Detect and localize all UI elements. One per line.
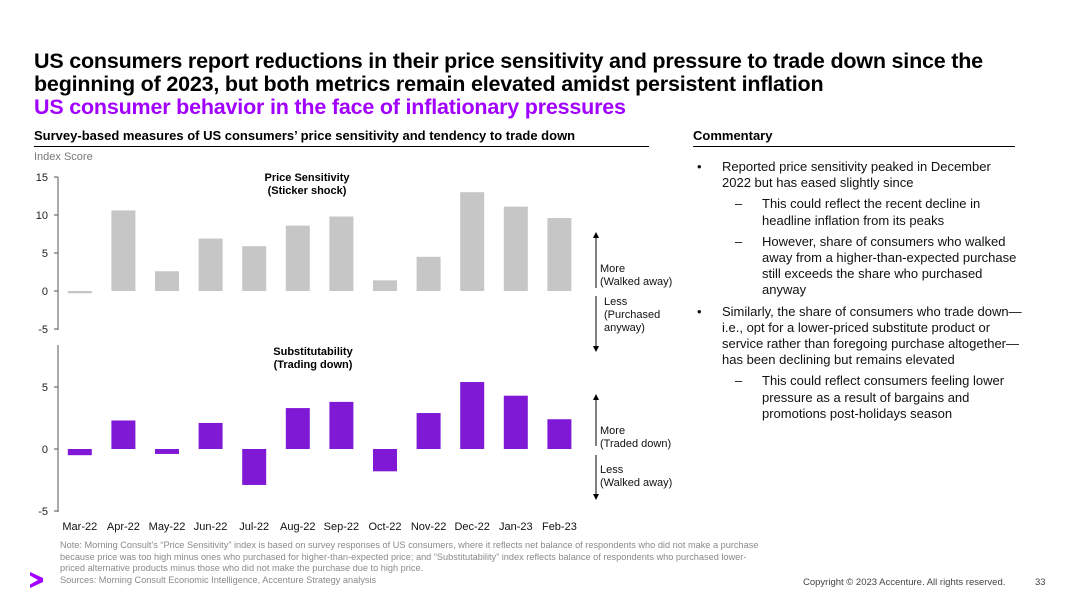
y-tick-label: -5 bbox=[38, 506, 48, 518]
y-tick-label: 0 bbox=[42, 444, 48, 456]
chart-title: Substitutability (Trading down) bbox=[273, 346, 353, 371]
dash-marker: – bbox=[735, 196, 743, 212]
y-tick-label: 10 bbox=[36, 210, 48, 222]
arrow-down-icon bbox=[593, 494, 599, 500]
bar-price-sensitivity bbox=[503, 206, 528, 291]
bar-charts: 15 10 5 0 -5 Price Sensitivity (Sticker shock)… bbox=[36, 172, 673, 533]
x-tick-label: Aug-22 bbox=[280, 521, 315, 533]
commentary-item: – This could reflect the recent decline i… bbox=[693, 196, 1023, 228]
bar-substitutability bbox=[242, 449, 267, 485]
commentary-text: This could reflect the recent decline in… bbox=[762, 196, 981, 228]
bullet-marker: • bbox=[697, 159, 702, 174]
footnote: Note: Morning Consult’s “Price Sensitivi… bbox=[60, 540, 770, 586]
bar-price-sensitivity bbox=[155, 271, 179, 291]
commentary-item: – This could reflect consumers feeling lo… bbox=[693, 373, 1023, 422]
commentary-text: This could reflect consumers feeling low… bbox=[762, 373, 1005, 421]
arrow-down-icon bbox=[593, 346, 599, 352]
dash-marker: – bbox=[735, 233, 743, 249]
bar-price-sensitivity bbox=[329, 216, 354, 291]
x-tick-label: Nov-22 bbox=[411, 521, 446, 533]
bar-price-sensitivity bbox=[373, 280, 397, 291]
arrow-up-icon bbox=[593, 394, 599, 400]
bar-price-sensitivity bbox=[198, 238, 223, 291]
x-tick-label: Mar-22 bbox=[62, 521, 97, 533]
bar-substitutability bbox=[329, 401, 354, 449]
bar-substitutability bbox=[67, 449, 92, 456]
y-tick-label: 15 bbox=[36, 172, 48, 184]
commentary-item: • Similarly, the share of consumers who t… bbox=[693, 304, 1023, 369]
y-tick-label: 0 bbox=[42, 286, 48, 298]
annotation-less: Less (Purchased anyway) bbox=[604, 296, 660, 334]
bar-substitutability bbox=[460, 382, 485, 449]
bar-price-sensitivity bbox=[285, 225, 310, 291]
page-number: 33 bbox=[1035, 577, 1046, 588]
annotation-more: More (Walked away) bbox=[600, 263, 672, 288]
x-tick-label: Apr-22 bbox=[107, 521, 140, 533]
bar-substitutability bbox=[416, 413, 441, 449]
bar-price-sensitivity bbox=[547, 218, 572, 291]
x-tick-label: Jan-23 bbox=[499, 521, 533, 533]
x-tick-label: Jul-22 bbox=[239, 521, 269, 533]
commentary-item: • Reported price sensitivity peaked in De… bbox=[693, 159, 1023, 191]
commentary-item: – However, share of consumers who walked … bbox=[693, 234, 1023, 299]
bar-substitutability bbox=[503, 395, 528, 449]
bar-price-sensitivity bbox=[416, 256, 441, 291]
commentary-text: Similarly, the share of consumers who tr… bbox=[722, 303, 1022, 368]
y-tick-label: 5 bbox=[42, 382, 48, 394]
annotation-less: Less (Walked away) bbox=[600, 464, 672, 489]
slide-subtitle: US consumer behavior in the face of infl… bbox=[34, 95, 626, 119]
chart-title: Price Sensitivity (Sticker shock) bbox=[265, 172, 351, 197]
bar-substitutability bbox=[111, 420, 136, 449]
y-tick-label: -5 bbox=[38, 324, 48, 336]
bar-substitutability bbox=[373, 449, 397, 472]
x-tick-label: Sep-22 bbox=[324, 521, 359, 533]
chart-heading: Survey-based measures of US consumers’ p… bbox=[34, 128, 649, 147]
note-text: Note: Morning Consult’s “Price Sensitivi… bbox=[60, 540, 759, 573]
copyright: Copyright © 2023 Accenture. All rights r… bbox=[803, 577, 1006, 588]
commentary-text: Reported price sensitivity peaked in Dec… bbox=[722, 159, 991, 191]
bar-substitutability bbox=[198, 422, 223, 449]
commentary-list: • Reported price sensitivity peaked in De… bbox=[693, 159, 1023, 427]
x-tick-label: Feb-23 bbox=[542, 521, 577, 533]
commentary-heading: Commentary bbox=[693, 128, 1015, 147]
x-tick-label: May-22 bbox=[149, 521, 186, 533]
bar-price-sensitivity bbox=[242, 246, 267, 291]
accenture-logo-icon bbox=[30, 572, 43, 588]
bar-substitutability bbox=[155, 449, 179, 454]
bar-substitutability bbox=[285, 408, 310, 449]
dash-marker: – bbox=[735, 373, 743, 389]
y-tick-label: 5 bbox=[42, 248, 48, 260]
bar-price-sensitivity bbox=[460, 192, 485, 291]
bar-price-sensitivity bbox=[67, 291, 92, 294]
arrow-up-icon bbox=[593, 232, 599, 238]
annotation-more: More (Traded down) bbox=[600, 425, 671, 450]
bar-price-sensitivity bbox=[111, 210, 136, 291]
x-tick-label: Jun-22 bbox=[194, 521, 228, 533]
slide-title: US consumers report reductions in their … bbox=[34, 49, 983, 96]
y-axis-label: Index Score bbox=[34, 151, 93, 163]
x-tick-label: Dec-22 bbox=[454, 521, 489, 533]
x-tick-label: Oct-22 bbox=[368, 521, 401, 533]
sources-text: Sources: Morning Consult Economic Intell… bbox=[60, 574, 377, 585]
commentary-text: However, share of consumers who walked a… bbox=[762, 233, 1017, 298]
bar-substitutability bbox=[547, 419, 572, 449]
bullet-marker: • bbox=[697, 303, 702, 319]
